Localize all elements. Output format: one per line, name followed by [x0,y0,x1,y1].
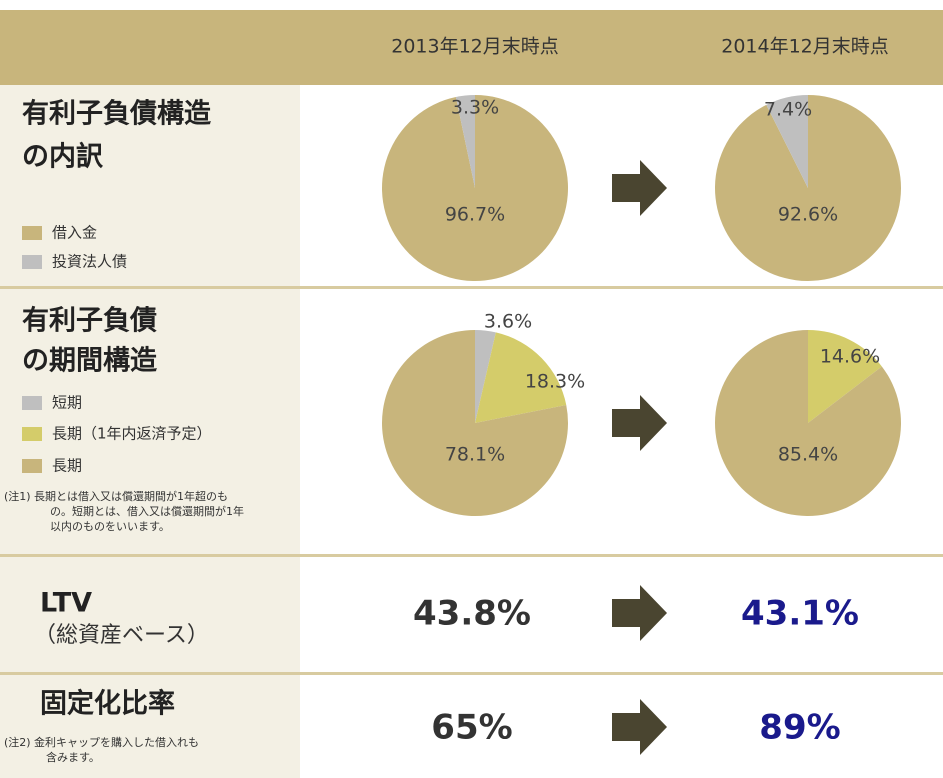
pie-slice [766,95,808,188]
pie-slice [455,95,475,188]
separator [0,672,943,675]
arrow [612,160,667,216]
column-header: 2014年12月末時点 [721,36,889,58]
kpi-value: 43.1% [741,594,859,634]
slice-label: 85.4% [778,444,838,466]
note-marker: (注1) [4,489,31,503]
row-title: 有利子負債 [22,306,157,337]
legend-label: 長期（1年内返済予定） [52,425,212,443]
left-column [0,85,300,778]
pie-slice [714,330,901,516]
separator [0,554,943,557]
legend-swatch [22,459,42,473]
kpi-value: 89% [759,708,840,748]
legend-label: 長期 [52,457,82,475]
kpi-value: 65% [431,708,512,748]
note-text: 含みます。 [46,750,100,764]
pie-slice [808,330,882,423]
slice-label: 7.4% [764,99,812,121]
legend-label: 借入金 [52,224,97,242]
arrow [612,585,667,641]
note-text: 以内のものをいいます。 [50,519,170,533]
note-text: 長期とは借入又は償還期間が1年超のも [34,489,228,503]
note-text: の。短期とは、借入又は償還期間が1年 [50,504,244,518]
pie-slice [475,330,496,423]
slice-label: 78.1% [445,444,505,466]
arrow [612,395,667,451]
arrow [612,699,667,755]
pie-slice [382,330,568,516]
row-title: の期間構造 [22,346,157,377]
row-title: 有利子負債構造 [22,99,211,130]
note-marker: (注2) [4,735,31,749]
slice-label: 14.6% [820,346,880,368]
legend-label: 投資法人債 [52,253,127,271]
row-subtitle: （総資産ベース） [34,623,209,648]
row-title: LTV [40,588,92,619]
separator [0,286,943,289]
note-text: 金利キャップを購入した借入れも [34,735,199,749]
column-header: 2013年12月末時点 [391,36,559,58]
kpi-value: 43.8% [413,594,531,634]
slice-label: 18.3% [525,371,585,393]
slice-label: 3.3% [451,97,499,119]
legend-swatch [22,226,42,240]
legend-swatch [22,255,42,269]
legend-swatch [22,427,42,441]
row-title: の内訳 [22,141,104,173]
legend-label: 短期 [52,394,82,412]
slice-label: 3.6% [484,311,532,333]
header-band [0,10,943,85]
legend-swatch [22,396,42,410]
row-title: 固定化比率 [40,688,175,720]
pie-slice [475,332,567,423]
slice-label: 92.6% [778,204,838,226]
slice-label: 96.7% [445,204,505,226]
